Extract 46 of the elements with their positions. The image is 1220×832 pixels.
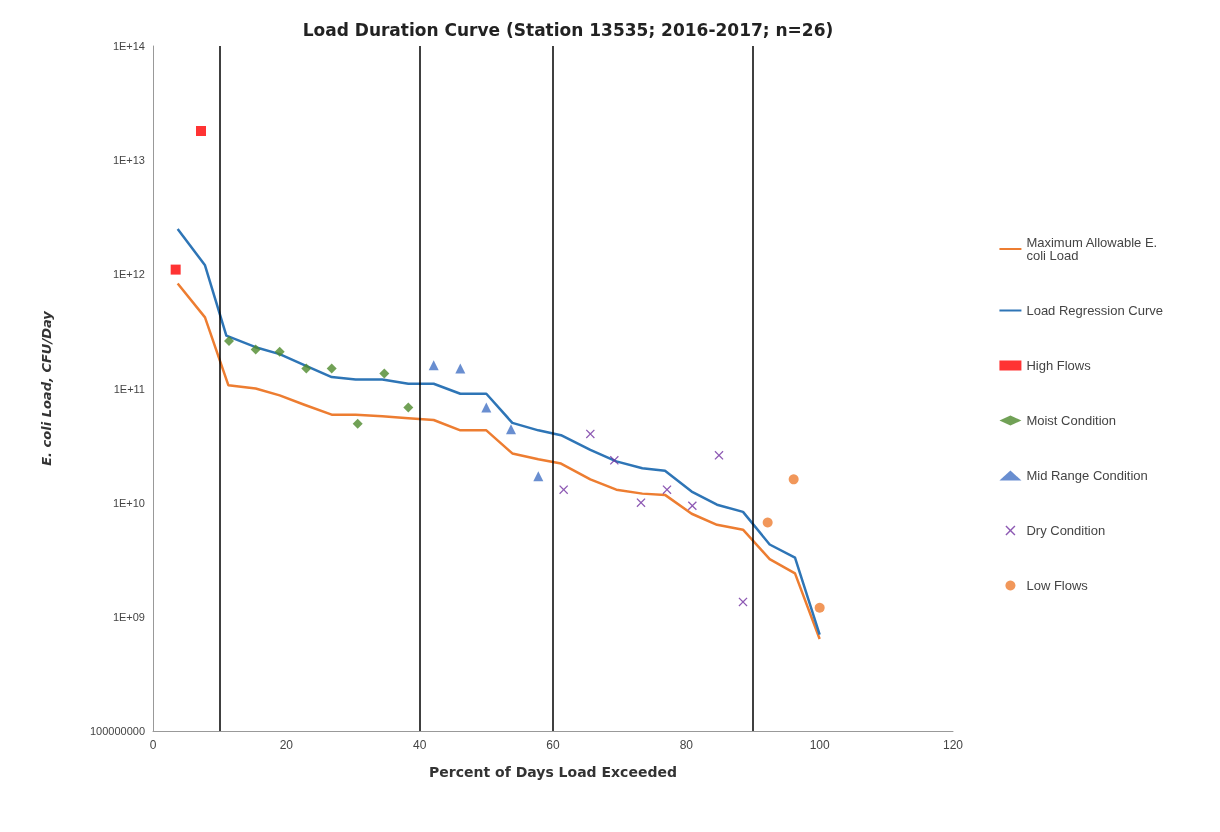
x-axis-title: Percent of Days Load Exceeded (429, 764, 677, 780)
legend-label: Dry Condition (1026, 523, 1106, 538)
x-tick-label: 120 (942, 738, 964, 752)
point (170, 264, 181, 275)
legend-label: High Flows (1026, 358, 1092, 373)
point (224, 336, 234, 347)
point (714, 450, 724, 460)
legend-label: Maximum Allowable E. coli Load (1026, 235, 1161, 263)
point (352, 418, 363, 429)
point (636, 498, 646, 508)
point (481, 402, 492, 413)
chart-title: Load Duration Curve (Station 13535; 2016-2017; n=26) (302, 19, 834, 40)
x-tick-label: 80 (679, 738, 694, 752)
point (326, 363, 337, 374)
point (788, 474, 799, 485)
y-tick-label: 100000000 (89, 725, 145, 737)
y-tick-label: 1E+12 (112, 268, 145, 281)
point (379, 368, 390, 379)
x-tick-label: 40 (412, 738, 427, 752)
x-tick-label: 100 (809, 738, 830, 752)
point (814, 602, 825, 613)
legend-label: Load Regression Curve (1026, 303, 1163, 318)
point (428, 360, 439, 371)
point (533, 471, 544, 482)
y-tick-label: 1E+10 (112, 496, 145, 509)
y-tick-label: 1E+09 (112, 610, 145, 623)
y-tick-label: 1E+11 (113, 382, 145, 395)
point (403, 402, 414, 413)
y-tick-label: 1E+13 (112, 154, 145, 167)
legend-label: Mid Range Condition (1026, 468, 1148, 483)
x-tick-label: 0 (149, 738, 157, 752)
point (301, 363, 312, 374)
point (455, 363, 466, 374)
legend-label: Low Flows (1026, 578, 1089, 593)
x-tick-label: 60 (546, 738, 560, 752)
point (506, 424, 516, 435)
point (274, 346, 285, 357)
point (662, 485, 672, 495)
y-tick-label: 1E+14 (112, 40, 145, 52)
point (250, 344, 261, 355)
legend-label: Moist Condition (1026, 413, 1117, 428)
point (585, 429, 595, 439)
point (196, 126, 206, 137)
point (762, 517, 773, 528)
x-tick-label: 20 (279, 738, 294, 752)
y-axis-title: E. coli Load, CFU/Day (39, 310, 54, 466)
